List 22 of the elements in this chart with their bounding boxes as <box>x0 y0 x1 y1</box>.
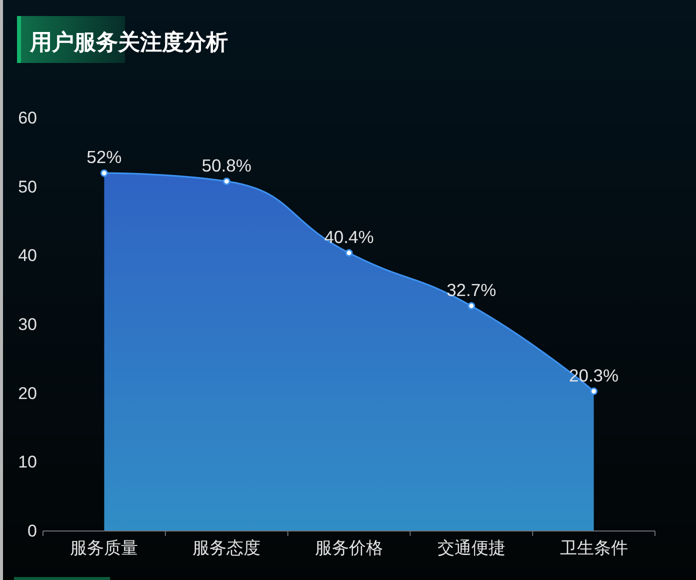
y-tick-label: 50 <box>18 177 37 196</box>
data-label: 50.8% <box>202 155 252 176</box>
y-tick-label: 40 <box>18 246 37 266</box>
x-tick-label: 服务质量 <box>70 538 138 558</box>
point <box>100 169 108 177</box>
y-tick-label: 60 <box>18 108 37 128</box>
chart-title: 用户服务关注度分析 <box>29 30 228 54</box>
point <box>222 178 230 186</box>
point <box>345 249 353 257</box>
data-label: 32.7% <box>446 280 496 300</box>
x-tick-label: 服务价格 <box>315 538 383 558</box>
y-tick-label: 20 <box>18 384 37 403</box>
point <box>590 388 598 396</box>
y-tick-label: 0 <box>28 522 37 540</box>
x-tick-label: 卫生条件 <box>560 538 628 558</box>
x-tick-label: 服务态度 <box>192 538 261 558</box>
data-label: 52% <box>86 147 122 168</box>
data-label: 40.4% <box>324 226 374 247</box>
x-tick-label: 交通便捷 <box>437 538 506 558</box>
y-tick-label: 10 <box>18 452 37 472</box>
point <box>468 302 476 310</box>
y-tick-label: 30 <box>18 315 37 334</box>
